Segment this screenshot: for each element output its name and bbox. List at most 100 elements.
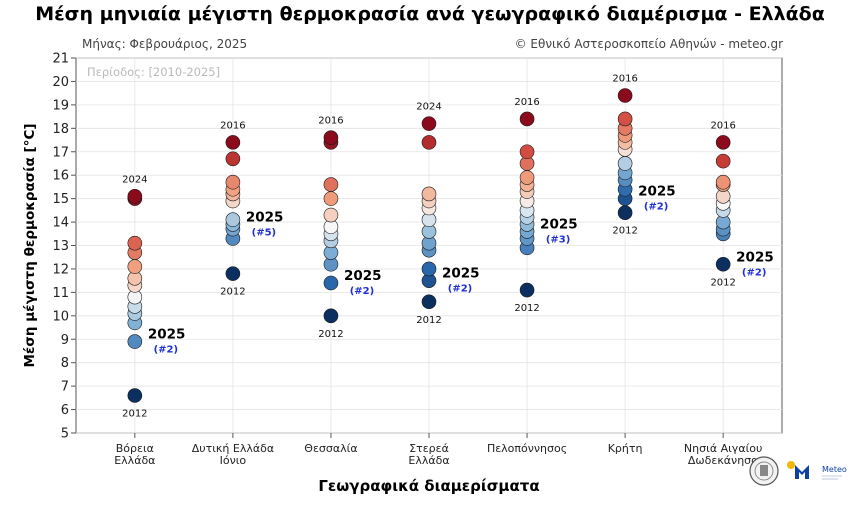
data-point xyxy=(519,111,535,127)
y-tick-label: 21 xyxy=(52,52,69,67)
data-point xyxy=(225,151,241,167)
y-tick-label: 6 xyxy=(61,403,69,418)
data-point xyxy=(421,294,437,310)
data-point xyxy=(715,153,731,169)
data-point xyxy=(617,111,633,127)
data-point xyxy=(323,177,339,192)
rank-label: (#2) xyxy=(350,286,374,297)
y-tick-label: 10 xyxy=(52,309,69,324)
data-point xyxy=(323,308,339,324)
x-tick-label: Κρήτη xyxy=(608,442,643,455)
x-tick-label: Βόρεια xyxy=(116,442,154,455)
y-tick-label: 11 xyxy=(52,286,69,301)
max-year-label: 2024 xyxy=(122,174,147,185)
x-tick-label: Ιόνιο xyxy=(220,454,247,467)
y-tick-label: 5 xyxy=(61,427,69,442)
min-year-label: 2012 xyxy=(710,277,735,288)
data-point xyxy=(715,174,731,190)
highlight-year-label: 2025 xyxy=(442,266,480,282)
max-year-label: 2016 xyxy=(318,116,343,127)
data-point xyxy=(617,88,633,103)
x-axis-label: Γεωγραφικά διαμερίσματα xyxy=(318,477,539,495)
y-tick-label: 18 xyxy=(52,122,69,137)
month-label: Μήνας: Φεβρουάριος, 2025 xyxy=(82,37,248,51)
y-tick-label: 19 xyxy=(52,98,69,113)
data-point xyxy=(225,174,241,190)
rank-label: (#2) xyxy=(154,345,178,356)
data-point xyxy=(127,259,143,274)
rank-label: (#5) xyxy=(252,227,276,238)
x-tick-label: Στερεά xyxy=(409,442,449,455)
data-point xyxy=(323,130,339,145)
y-tick-label: 14 xyxy=(52,216,69,231)
x-tick-label: Πελοπόννησος xyxy=(487,442,567,455)
highlight-year-label: 2025 xyxy=(638,184,676,200)
highlight-year-label: 2025 xyxy=(246,209,284,225)
page-title: Μέση μηνιαία μέγιστη θερμοκρασία ανά γεω… xyxy=(35,3,825,25)
copyright-label: © Εθνικό Αστεροσκοπείο Αθηνών - meteo.gr xyxy=(514,37,783,51)
y-tick-label: 16 xyxy=(52,169,69,184)
max-year-label: 2024 xyxy=(416,102,441,113)
highlight-year-label: 2025 xyxy=(736,249,774,265)
rank-label: (#2) xyxy=(644,202,668,213)
data-point xyxy=(127,388,143,403)
data-point xyxy=(323,275,339,291)
x-tick-label: Δωδεκάνησα xyxy=(688,454,759,467)
rank-label: (#3) xyxy=(546,234,570,245)
rank-label: (#2) xyxy=(448,284,472,295)
highlight-year-label: 2025 xyxy=(148,327,186,343)
data-point xyxy=(519,282,535,298)
min-year-label: 2012 xyxy=(514,303,539,314)
data-point xyxy=(519,144,535,160)
y-tick-label: 8 xyxy=(61,356,69,371)
data-point xyxy=(421,186,437,202)
y-tick-label: 13 xyxy=(52,239,69,254)
x-tick-label: Ελλάδα xyxy=(408,454,449,467)
rank-label: (#2) xyxy=(742,267,766,278)
period-note: Περίοδος: [2010-2025] xyxy=(87,65,220,79)
data-point xyxy=(225,135,241,150)
max-year-label: 2016 xyxy=(220,120,245,131)
min-year-label: 2012 xyxy=(220,287,245,298)
max-year-label: 2016 xyxy=(612,74,637,85)
y-tick-label: 17 xyxy=(52,145,69,160)
y-tick-label: 12 xyxy=(52,262,69,277)
x-tick-label: Νησιά Αιγαίου xyxy=(684,442,762,455)
meteo-logo-icon xyxy=(795,465,809,479)
data-point xyxy=(127,334,143,349)
data-point xyxy=(225,266,241,281)
observatory-seal-figure-icon xyxy=(760,465,768,476)
data-point xyxy=(323,191,339,206)
y-tick-label: 9 xyxy=(61,333,69,348)
x-tick-label: Θεσσαλία xyxy=(304,442,357,455)
data-point xyxy=(323,207,339,223)
data-point xyxy=(421,135,437,150)
meteo-sun-icon xyxy=(787,461,795,469)
data-point xyxy=(127,188,143,204)
data-point xyxy=(715,135,731,150)
observatory-seal-inner-icon xyxy=(754,461,774,481)
min-year-label: 2012 xyxy=(416,315,441,326)
data-point xyxy=(225,212,241,228)
y-tick-label: 7 xyxy=(61,380,69,395)
data-point xyxy=(617,156,633,171)
data-point xyxy=(519,170,535,185)
data-point xyxy=(617,205,633,220)
min-year-label: 2012 xyxy=(318,329,343,340)
meteo-logo-text: Meteo xyxy=(822,465,847,474)
y-tick-label: 15 xyxy=(52,192,69,207)
y-axis-label: Μέση μέγιστη θερμοκρασία [°C] xyxy=(22,123,38,367)
x-tick-label: Ελλάδα xyxy=(114,454,155,467)
max-year-label: 2016 xyxy=(710,120,735,131)
highlight-year-label: 2025 xyxy=(540,216,578,232)
data-point xyxy=(421,261,437,277)
y-tick-label: 20 xyxy=(52,75,69,90)
max-year-label: 2016 xyxy=(514,97,539,108)
highlight-year-label: 2025 xyxy=(344,268,382,284)
min-year-label: 2012 xyxy=(122,409,147,420)
data-point xyxy=(715,256,731,272)
data-point xyxy=(421,116,437,131)
data-point xyxy=(127,235,143,251)
min-year-label: 2012 xyxy=(612,226,637,237)
